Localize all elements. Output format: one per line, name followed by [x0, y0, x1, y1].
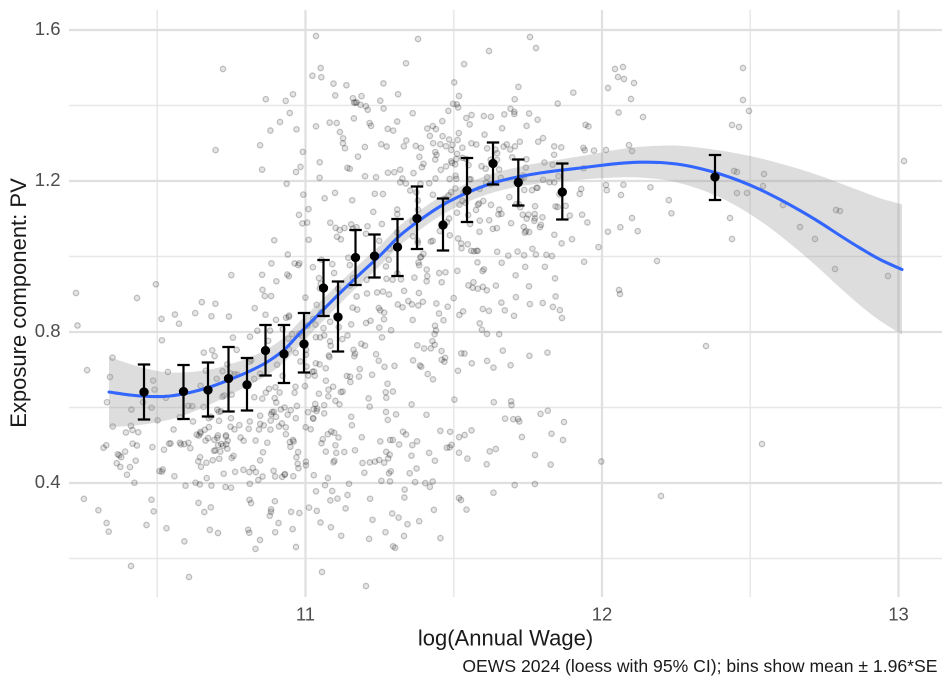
svg-text:OEWS 2024 (loess with 95% CI);: OEWS 2024 (loess with 95% CI); bins show…: [462, 656, 937, 676]
svg-text:Exposure component: PV: Exposure component: PV: [6, 178, 31, 428]
svg-text:13: 13: [888, 603, 909, 624]
svg-text:0.4: 0.4: [35, 471, 61, 492]
svg-text:0.8: 0.8: [35, 320, 61, 341]
svg-text:1.6: 1.6: [35, 18, 61, 39]
svg-text:12: 12: [592, 603, 613, 624]
svg-text:1.2: 1.2: [35, 169, 61, 190]
svg-text:log(Annual Wage): log(Annual Wage): [418, 626, 593, 651]
svg-text:11: 11: [296, 603, 315, 624]
